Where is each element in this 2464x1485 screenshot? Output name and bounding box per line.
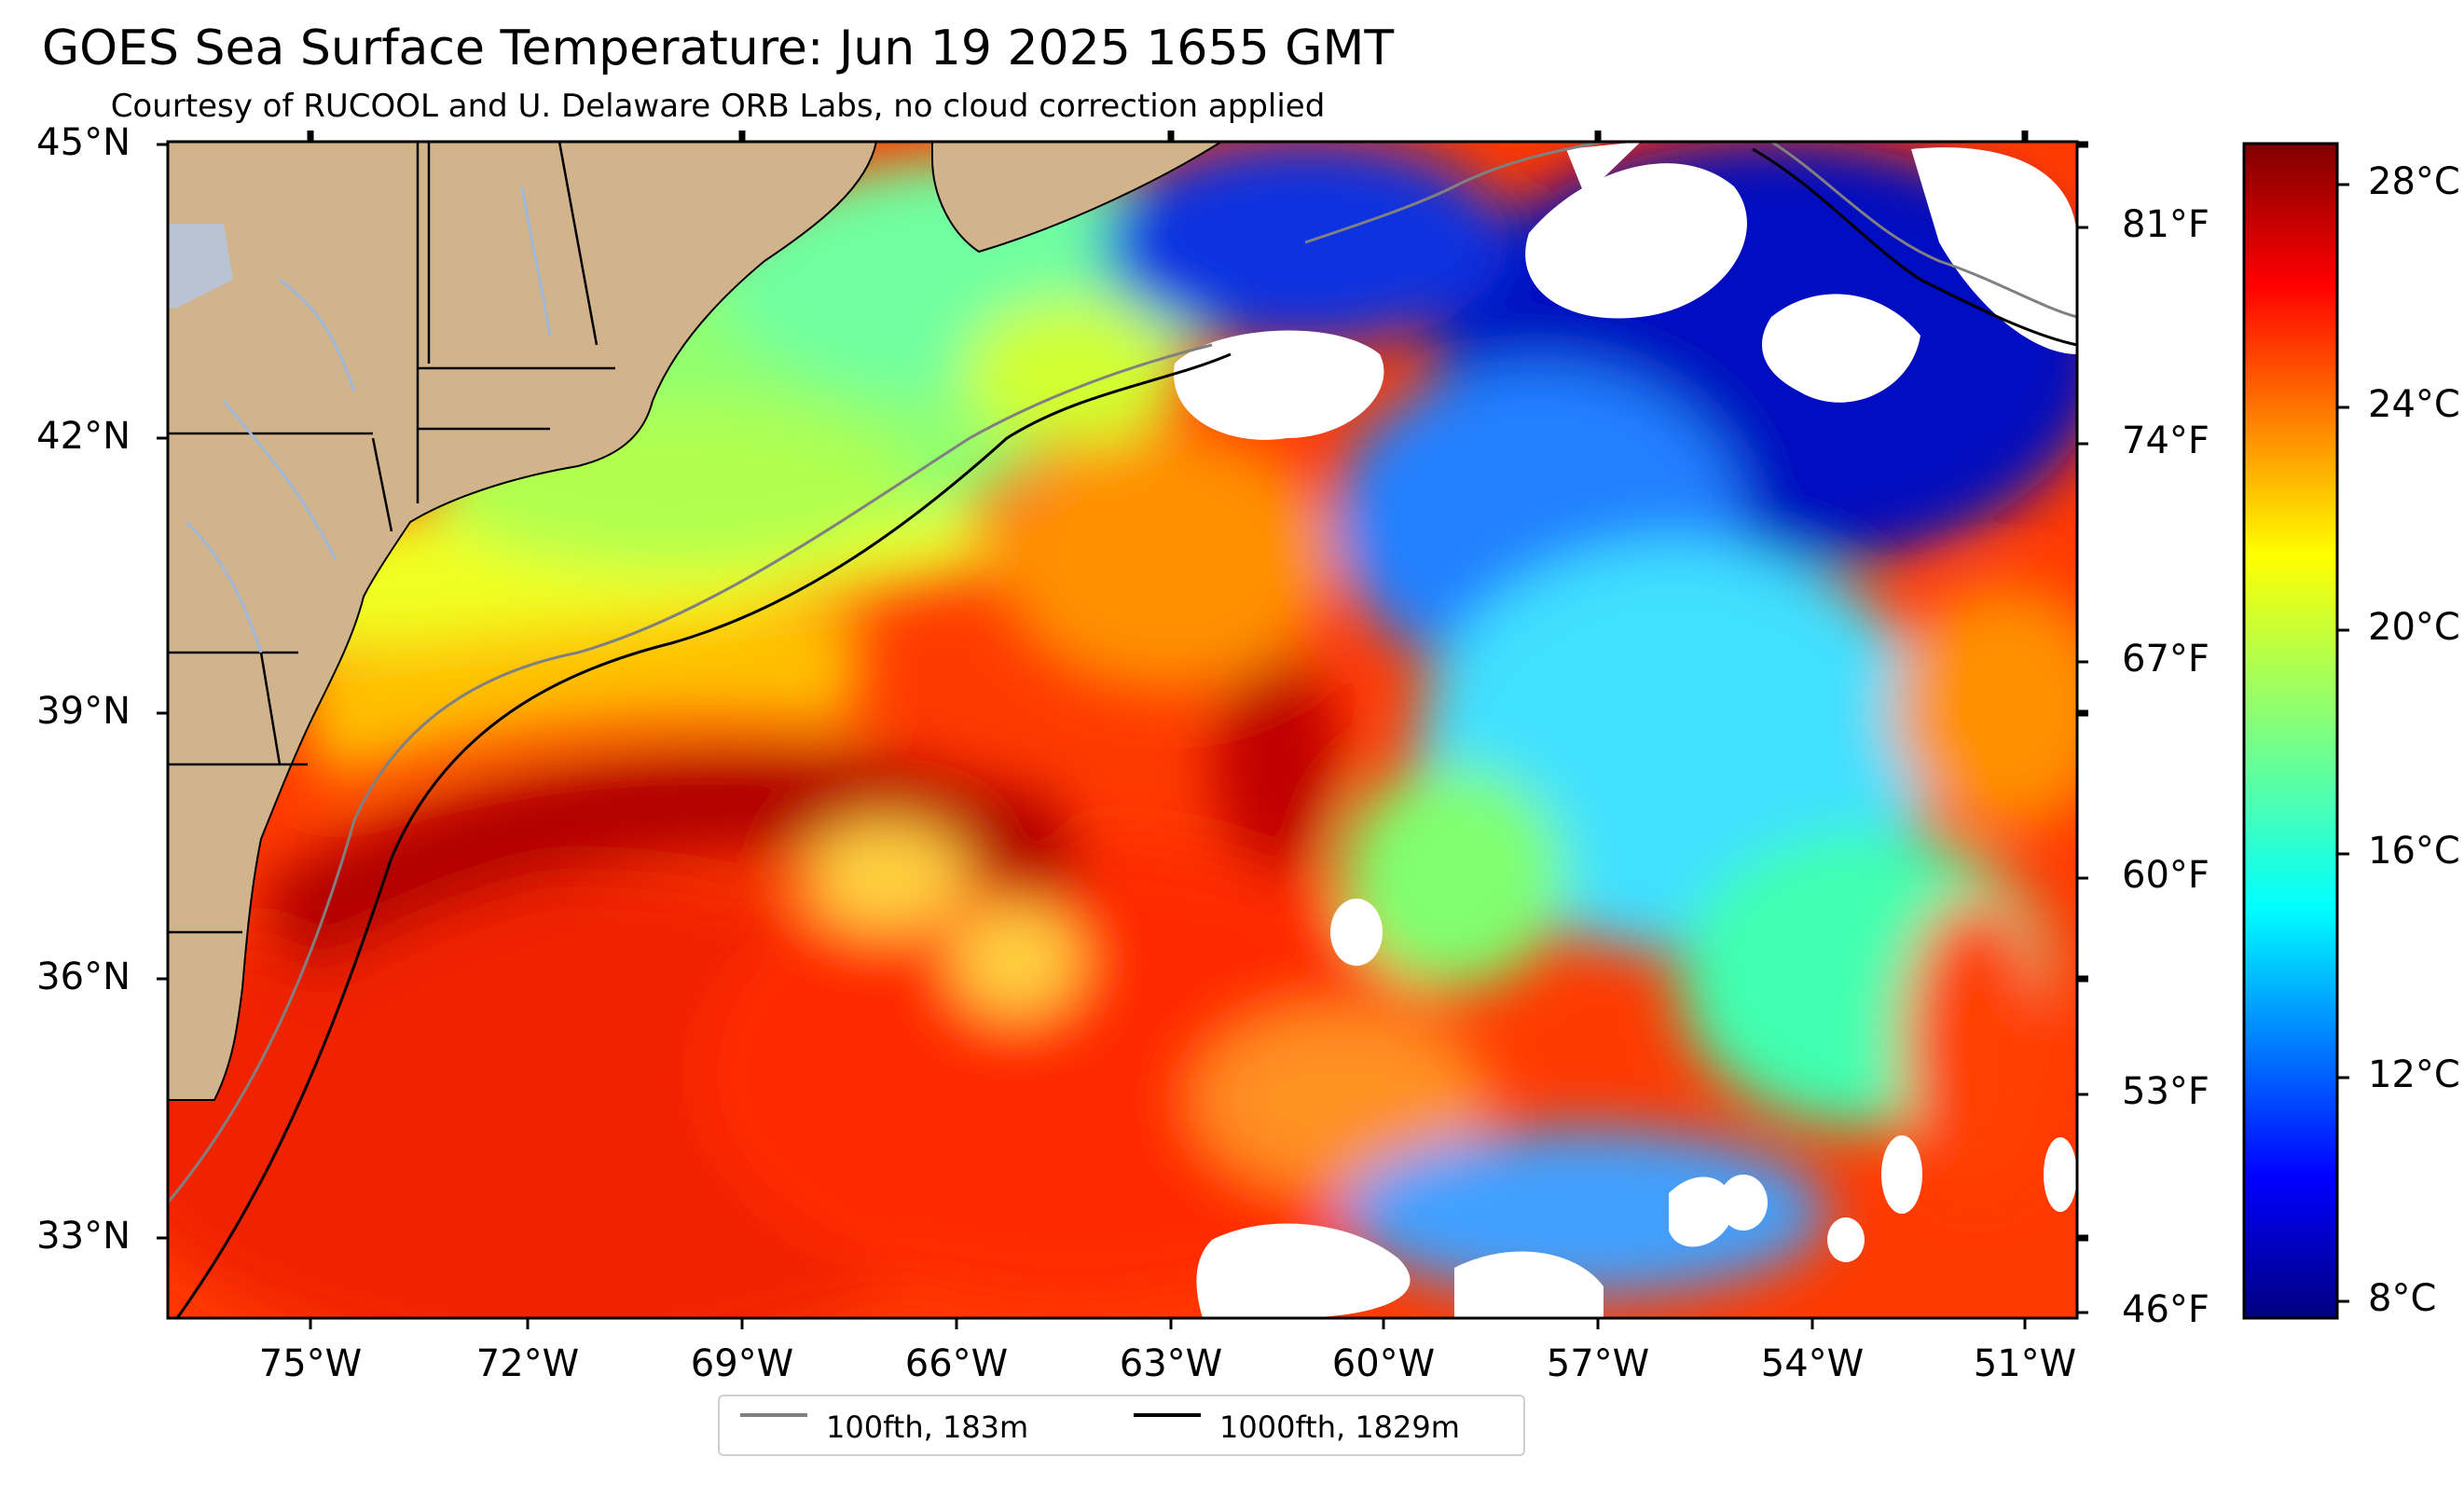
fahrenheit-label-81: 81°F [2122,203,2209,246]
celsius-label-8: 8°C [2368,1277,2437,1320]
lon-label-69w: 69°W [690,1342,794,1385]
frame-major-ticks [307,131,2088,1242]
lon-label-66w: 66°W [904,1342,1009,1385]
celsius-label-20: 20°C [2368,606,2460,649]
celsius-label-16: 16°C [2368,830,2460,873]
fahrenheit-label-67: 67°F [2122,638,2209,681]
celsius-label-28: 28°C [2368,160,2460,203]
isobaths [166,140,2078,1319]
map-frame [166,140,2079,1320]
fahrenheit-label-53: 53°F [2122,1070,2209,1113]
lat-label-36n: 36°N [36,956,131,998]
map-subtitle: Courtesy of RUCOOL and U. Delaware ORB L… [110,88,1326,125]
lat-label-33n: 33°N [36,1215,131,1258]
cloud-mask [1174,142,2077,1318]
sst-field [168,142,2077,1318]
lon-label-57w: 57°W [1546,1342,1650,1385]
lat-label-39n: 39°N [36,690,131,733]
legend-swatch-100fth [740,1413,807,1417]
lat-label-42n: 42°N [36,415,131,458]
fahrenheit-label-46: 46°F [2122,1288,2209,1331]
lon-label-54w: 54°W [1760,1342,1865,1385]
legend-swatch-1000fth [1134,1413,1201,1417]
map-title: GOES Sea Surface Temperature: Jun 19 202… [41,21,1395,76]
celsius-label-24: 24°C [2368,383,2460,426]
lon-label-51w: 51°W [1973,1342,2077,1385]
lon-label-75w: 75°W [258,1342,363,1385]
legend-label-100fth: 100fth, 183m [826,1409,1029,1445]
lon-label-72w: 72°W [475,1342,580,1385]
celsius-label-12: 12°C [2368,1053,2460,1096]
axis-ticks [157,143,2027,1329]
legend-label-1000fth: 1000fth, 1829m [1219,1409,1460,1445]
fahrenheit-label-60: 60°F [2122,854,2209,897]
lon-label-60w: 60°W [1331,1342,1436,1385]
isobath-legend: 100fth, 183m 1000fth, 1829m [718,1395,1525,1456]
fahrenheit-label-74: 74°F [2122,419,2209,462]
colorbar [2242,142,2339,1320]
lon-label-63w: 63°W [1119,1342,1223,1385]
colorbar-ticks [2077,183,2349,1314]
land [167,141,1225,1101]
lat-label-45n: 45°N [36,121,131,164]
